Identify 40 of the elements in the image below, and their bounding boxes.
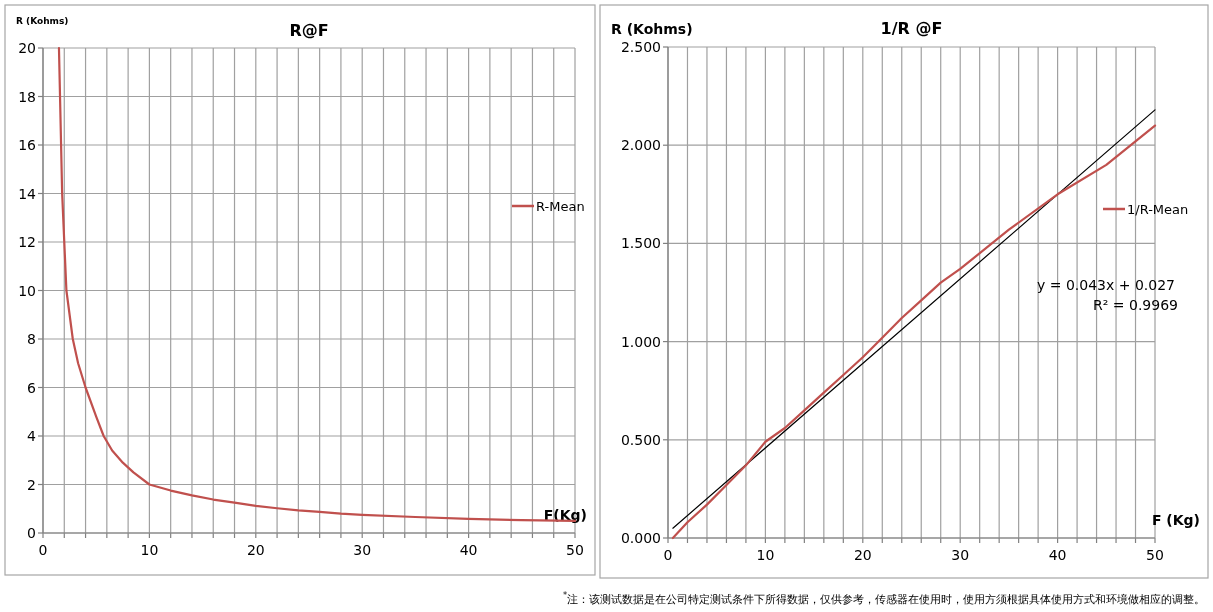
x-axis-title: F(Kg) [543,507,587,523]
chart-title: 1/R @F [880,19,943,38]
x-tick-label: 0 [38,542,48,558]
legend-label: R-Mean [536,199,585,214]
y-tick-label: 14 [18,185,37,202]
legend-label: 1/R-Mean [1127,202,1189,217]
y-tick-label: 0 [27,525,36,541]
y-tick-label: 0.000 [620,530,661,546]
x-tick-label: 30 [951,547,970,563]
y-tick-label: 1.000 [620,333,661,350]
x-tick-label: 20 [853,547,872,563]
chart-title: R@F [289,21,329,40]
x-tick-label: 40 [1048,547,1067,563]
y-tick-label: 6 [27,379,37,396]
y-tick-label: 0.500 [620,431,661,448]
y-tick-label: 2.000 [620,137,661,154]
x-axis-title: F (Kg) [1151,512,1200,528]
x-tick-label: 0 [663,547,673,563]
annotation: R² = 0.9969 [1093,297,1178,313]
text: $^{*}$注：该测试数据是在公司特定测试条件下所得数据，仅供参考，传感器在使用时，使用方须根据具体使用方式和环境做相应的调整。 [562,590,1205,606]
x-tick-label: 10 [756,547,775,563]
annotation: y = 0.043x + 0.027 [1037,277,1175,293]
y-tick-label: 18 [18,88,36,105]
x-tick-label: 50 [1146,547,1164,563]
y-tick-label: 20 [18,40,36,56]
y-tick-label: 4 [27,428,37,444]
y-axis-title: R (Kohms) [611,21,693,37]
y-axis-title: R (Kohms) [16,16,69,26]
x-tick-label: 30 [353,542,372,558]
y-tick-label: 12 [18,234,36,250]
y-tick-label: 8 [27,331,36,347]
y-tick-label: 10 [18,282,36,299]
x-tick-label: 10 [140,542,159,558]
y-tick-label: 2.500 [620,39,661,55]
y-tick-label: 1.500 [620,235,661,252]
y-tick-label: 16 [18,137,37,153]
x-tick-label: 20 [246,542,265,558]
x-tick-label: 40 [459,542,478,558]
y-tick-label: 2 [27,476,36,493]
x-tick-label: 50 [566,542,584,558]
